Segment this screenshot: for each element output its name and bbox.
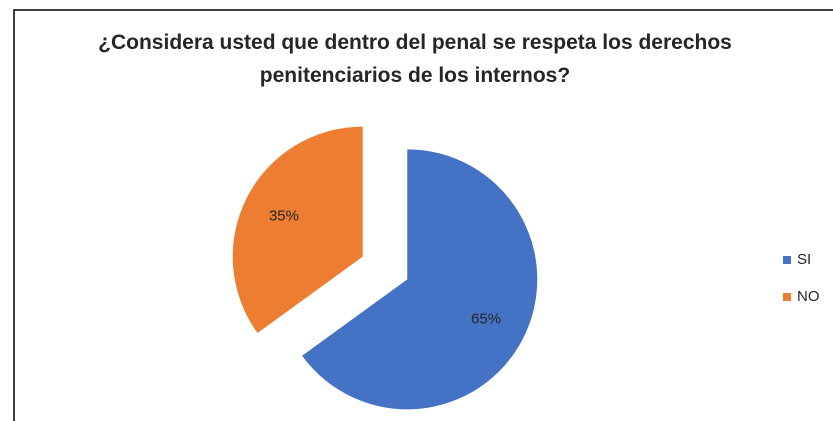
pie-slice [232,126,363,334]
legend-swatch [783,256,791,264]
legend-label: SI [797,251,811,268]
data-label: 65% [471,310,501,327]
legend-swatch [783,293,791,301]
data-label: 35% [269,207,299,224]
pie-slice [302,149,538,410]
chart-title: ¿Considera usted que dentro del penal se… [98,31,732,87]
legend-label: NO [797,288,820,305]
chart-border [13,9,833,421]
